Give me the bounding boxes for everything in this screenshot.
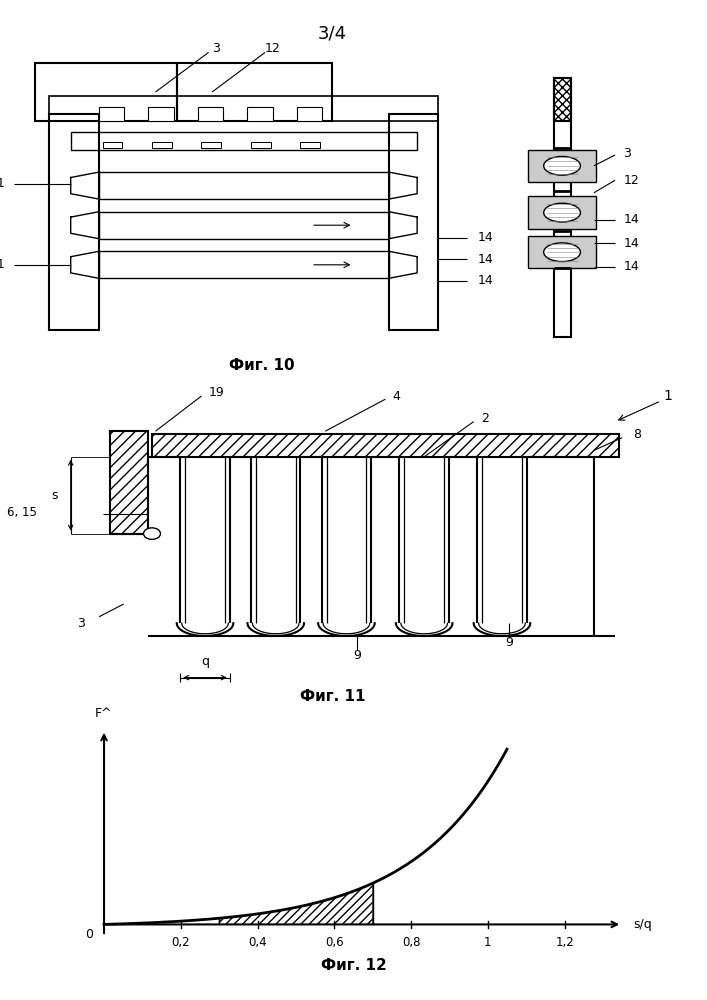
Text: 19: 19 [209,386,224,399]
Text: 3: 3 [77,617,86,630]
Bar [389,114,438,330]
Bar [201,142,221,148]
Text: 12: 12 [264,42,280,55]
Ellipse shape [544,203,580,222]
Bar [110,431,148,534]
Text: 3: 3 [624,147,631,160]
Text: 6, 15: 6, 15 [7,506,37,519]
Text: 0,2: 0,2 [172,936,190,949]
Text: 0: 0 [85,928,93,941]
Text: s/q: s/q [633,918,653,931]
Text: 8: 8 [633,428,641,441]
Text: 14: 14 [477,231,493,244]
Text: 1: 1 [664,389,672,403]
Bar [49,114,99,330]
Text: 11: 11 [0,258,6,271]
Bar [554,78,571,121]
Text: 0,4: 0,4 [248,936,267,949]
Bar [99,107,124,121]
Bar [148,107,174,121]
Bar [198,107,223,121]
Text: 1: 1 [484,936,491,949]
Text: Фиг. 10: Фиг. 10 [229,358,294,373]
Bar [49,96,438,121]
Bar [177,63,332,121]
Text: 3: 3 [211,42,220,55]
Text: 12: 12 [624,174,639,187]
Bar [528,150,596,182]
Text: 14: 14 [477,274,493,288]
Text: 3/4: 3/4 [317,25,347,43]
Text: 11: 11 [0,177,6,190]
Bar [528,196,596,229]
Bar [99,212,389,239]
Text: 9: 9 [505,636,513,649]
Ellipse shape [544,243,580,262]
Bar [99,251,389,278]
Text: s: s [51,489,58,502]
Bar [251,142,271,148]
Text: Фиг. 11: Фиг. 11 [300,689,365,704]
Text: 2: 2 [481,412,489,425]
Bar [35,63,177,121]
Ellipse shape [144,528,160,539]
Text: 14: 14 [624,260,639,273]
Text: F^: F^ [95,707,113,720]
Bar [247,107,273,121]
Ellipse shape [544,156,580,175]
Bar [297,107,322,121]
Bar [152,434,619,457]
Bar [554,78,571,337]
Text: q: q [201,655,209,668]
Bar [103,142,122,148]
Bar [99,172,389,199]
Text: Фиг. 12: Фиг. 12 [321,958,386,972]
Text: 1,2: 1,2 [555,936,574,949]
Text: 9: 9 [353,649,361,662]
Bar [528,236,596,268]
Text: 0,8: 0,8 [402,936,421,949]
Text: 14: 14 [624,237,639,250]
Text: 14: 14 [624,213,639,226]
Bar [71,132,417,150]
Text: 14: 14 [477,253,493,266]
Bar [152,142,172,148]
Text: 4: 4 [392,389,400,402]
Text: 0,6: 0,6 [325,936,344,949]
Bar [300,142,320,148]
